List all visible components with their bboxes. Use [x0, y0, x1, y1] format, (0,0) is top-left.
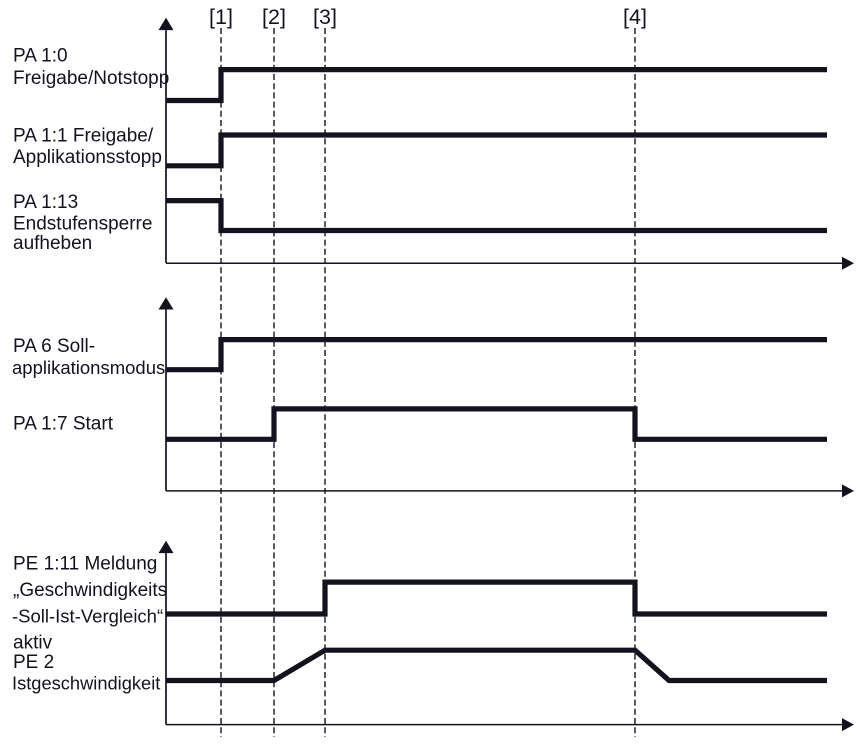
svg-text:PA 1:7 Start: PA 1:7 Start: [13, 413, 114, 434]
svg-text:Istgeschwindigkeit: Istgeschwindigkeit: [12, 673, 160, 694]
svg-text:Endstufensperre: Endstufensperre: [13, 214, 152, 235]
svg-text:applikationsmodus: applikationsmodus: [12, 357, 165, 378]
svg-text:[2]: [2]: [262, 5, 286, 29]
svg-text:aktiv: aktiv: [13, 633, 53, 654]
svg-text:„Geschwindigkeits: „Geschwindigkeits: [13, 580, 167, 601]
svg-text:PA 1:13: PA 1:13: [13, 192, 78, 213]
svg-text:-Soll-Ist-Vergleich“: -Soll-Ist-Vergleich“: [12, 605, 163, 626]
svg-text:[1]: [1]: [209, 5, 233, 29]
svg-text:[4]: [4]: [623, 5, 647, 29]
svg-text:Freigabe/Notstopp: Freigabe/Notstopp: [13, 68, 169, 89]
svg-text:PA 1:1 Freigabe/: PA 1:1 Freigabe/: [13, 125, 154, 146]
svg-text:PE 1:11 Meldung: PE 1:11 Meldung: [13, 554, 157, 575]
svg-text:PA 6 Soll-: PA 6 Soll-: [13, 336, 95, 357]
svg-text:PA 1:0: PA 1:0: [13, 45, 68, 66]
svg-text:PE 2: PE 2: [13, 652, 54, 673]
svg-text:Applikationsstopp: Applikationsstopp: [13, 147, 162, 168]
svg-text:[3]: [3]: [313, 5, 337, 29]
svg-text:aufheben: aufheben: [13, 233, 92, 254]
